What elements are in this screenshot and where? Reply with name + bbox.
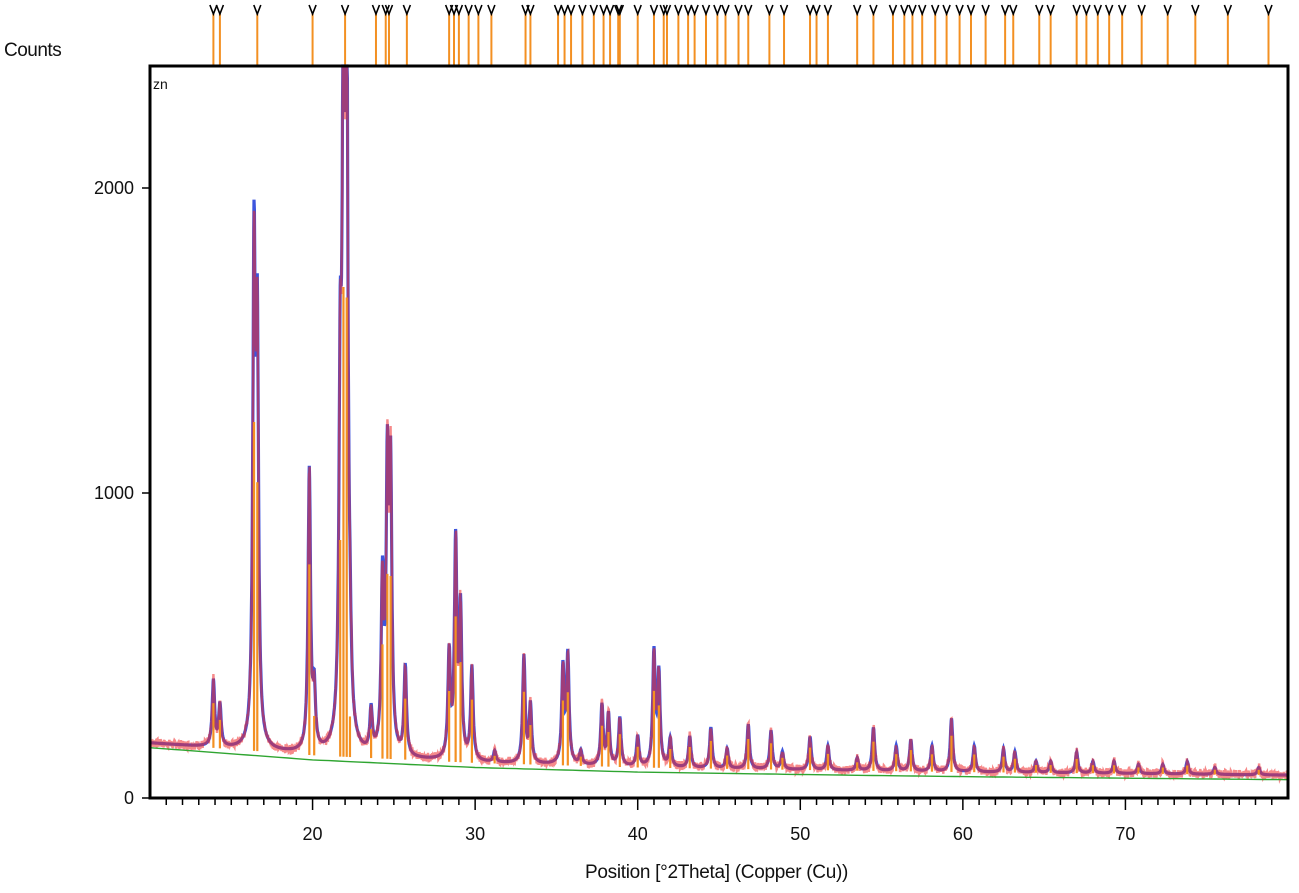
reflection-tick-marker xyxy=(605,4,615,17)
phase-label: zn xyxy=(153,76,168,92)
reflection-tick-marker xyxy=(1223,4,1233,17)
reflection-tick-marker xyxy=(1264,4,1273,17)
reflection-tick-marker xyxy=(1137,4,1146,17)
reflection-tick-marker xyxy=(487,4,496,17)
series-layer xyxy=(148,64,1290,784)
reflection-tick-marker xyxy=(1072,4,1081,17)
x-tick-label: 70 xyxy=(1115,824,1135,844)
reflection-tick-marker xyxy=(823,4,833,17)
y-tick-label: 1000 xyxy=(94,483,134,503)
reflection-tick-marker xyxy=(908,4,917,17)
x-tick-label: 40 xyxy=(628,824,648,844)
reflection-tick-marker xyxy=(253,4,262,17)
reflection-tick-marker xyxy=(805,4,815,17)
reflection-tick-marker xyxy=(560,4,569,17)
axes: 20 30 40 50 60 70 0 1000 2000 xyxy=(94,178,1273,844)
reflection-tick-marker xyxy=(649,4,659,17)
reflection-tick-marker xyxy=(744,4,753,17)
background-line xyxy=(149,747,1289,781)
reflection-tick-marker xyxy=(701,4,711,17)
reflection-tick-marker xyxy=(674,4,683,17)
y-tick-label: 2000 xyxy=(94,178,134,198)
reflection-tick-marker xyxy=(1191,4,1200,17)
reflection-tick-marker xyxy=(371,4,381,17)
reflection-tick-marker xyxy=(734,4,743,17)
reflection-tick-marker xyxy=(553,4,563,17)
reflection-tick-marker xyxy=(589,4,599,17)
reflection-tick-marker xyxy=(613,4,623,17)
reflection-tick-marker xyxy=(981,4,990,17)
observed-pattern-line xyxy=(148,64,1290,784)
reflection-tick-marker xyxy=(384,4,394,17)
reflection-tick-marker xyxy=(662,4,672,17)
reflection-tick-marker xyxy=(852,4,862,17)
reflection-tick-marker xyxy=(779,4,789,17)
reflection-tick-marker xyxy=(464,4,473,17)
reflection-tick-marker xyxy=(721,4,730,17)
reflection-tick-marker xyxy=(1035,4,1044,17)
reflection-tick-marker xyxy=(215,4,225,17)
reflection-tick-marker xyxy=(381,4,390,17)
reflection-tick-marker xyxy=(1000,4,1010,17)
y-axis-label: Counts xyxy=(4,40,62,61)
reflection-tick-marker xyxy=(917,4,927,17)
x-tick-label: 30 xyxy=(465,824,485,844)
reflection-tick-marker xyxy=(765,4,774,17)
reflection-tick-marker xyxy=(1082,4,1091,17)
reflection-tick-marker xyxy=(526,4,535,17)
reflection-tick-marker xyxy=(900,4,909,17)
reflection-tick-marker xyxy=(615,4,625,17)
x-axis-label: Position [°2Theta] (Copper (Cu)) xyxy=(585,862,849,883)
reflection-tick-marker xyxy=(474,4,483,17)
x-tick-label: 20 xyxy=(303,824,323,844)
reflection-tick-marker xyxy=(812,4,821,17)
reflection-tick-marker xyxy=(955,4,964,17)
reflection-tick-marker xyxy=(1009,4,1018,17)
reflection-tick-marker xyxy=(340,4,350,17)
reflection-tick-marker xyxy=(578,4,587,17)
reflection-tick-marker xyxy=(683,4,693,17)
reflection-tick-marker xyxy=(1163,4,1172,17)
y-tick-label: 0 xyxy=(124,788,134,808)
reflection-tick-marker xyxy=(1117,4,1127,17)
reflection-tick-marker xyxy=(1046,4,1055,17)
reflection-tick-marker xyxy=(209,4,218,17)
reflection-tick-marker xyxy=(599,4,608,17)
reflection-tick-marker xyxy=(1104,4,1114,17)
reflection-tick-marker xyxy=(713,4,722,17)
x-tick-label: 60 xyxy=(953,824,973,844)
reflection-tick-marker xyxy=(690,4,699,17)
reflection-tick-marker xyxy=(633,4,642,17)
calculated-pattern-line xyxy=(150,64,1288,777)
reflection-tick-marker xyxy=(942,4,951,17)
reflection-tick-marker xyxy=(869,4,878,17)
reflection-tick-marker xyxy=(402,4,412,17)
reflection-tick-marker xyxy=(930,4,940,17)
reflection-markers xyxy=(209,4,1273,66)
reflection-tick-marker xyxy=(308,4,317,17)
reflection-tick-marker xyxy=(888,4,898,17)
reflection-tick-marker xyxy=(566,4,576,17)
reflection-tick-marker xyxy=(1093,4,1103,17)
plot-frame xyxy=(148,64,1290,800)
reflection-tick-marker xyxy=(966,4,976,17)
reflection-tick-marker xyxy=(659,4,668,17)
x-tick-label: 50 xyxy=(790,824,810,844)
reflection-tick-marker xyxy=(454,4,464,17)
peak-sticks xyxy=(212,287,1260,775)
